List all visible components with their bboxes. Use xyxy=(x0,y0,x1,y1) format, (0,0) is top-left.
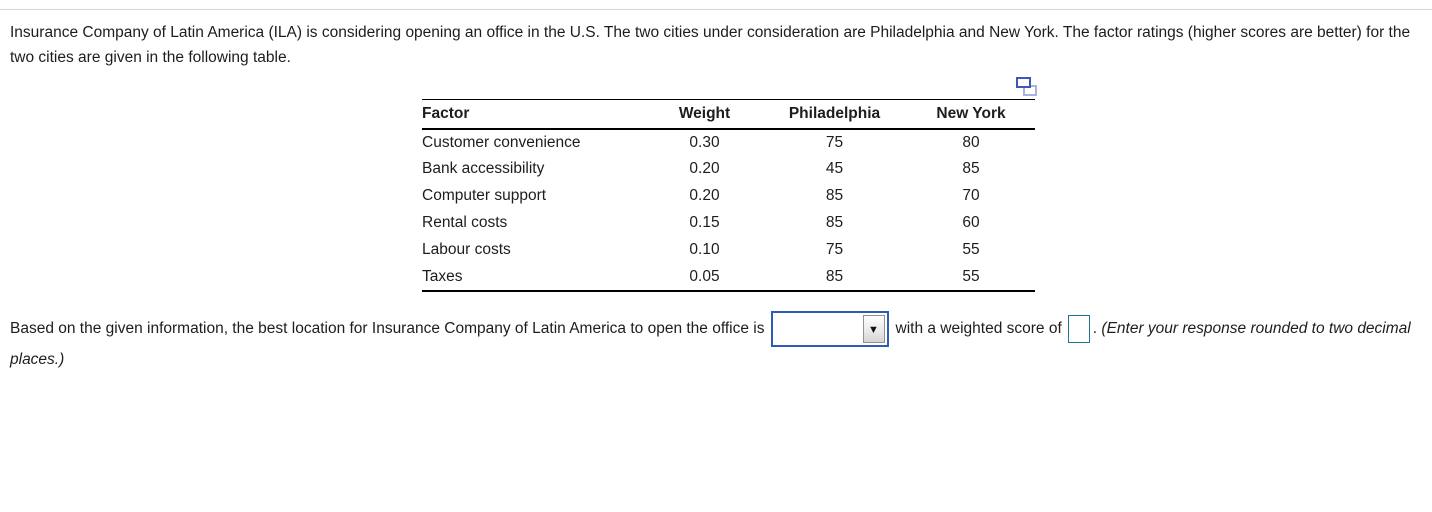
philadelphia-cell: 75 xyxy=(825,133,844,151)
factor-rating-table: Factor Weight Philadelphia New York Cust… xyxy=(422,99,1035,292)
popup-front-window-icon xyxy=(1016,77,1031,88)
new-york-cell: 80 xyxy=(962,133,980,151)
popup-table-icon[interactable] xyxy=(1016,77,1037,96)
table-header-row: Factor Weight Philadelphia New York xyxy=(422,99,1035,130)
philadelphia-cell: 45 xyxy=(825,160,844,177)
new-york-cell: 55 xyxy=(962,267,980,285)
weight-cell: 0.10 xyxy=(689,241,720,258)
philadelphia-cell: 85 xyxy=(825,187,844,204)
new-york-cell: 70 xyxy=(962,187,980,204)
weight-cell: 0.15 xyxy=(689,214,720,231)
philadelphia-cell: 85 xyxy=(825,214,844,231)
best-location-select-value xyxy=(773,313,861,345)
answer-sentence: Based on the given information, the best… xyxy=(10,311,1430,372)
problem-statement: Insurance Company of Latin America (ILA)… xyxy=(10,24,1411,66)
new-york-cell: 55 xyxy=(962,241,980,258)
factor-cell: Customer convenience xyxy=(422,133,581,151)
weighted-score-input[interactable] xyxy=(1067,315,1090,343)
top-divider xyxy=(0,9,1432,10)
table-row: Labour costs 0.10 75 55 xyxy=(422,237,1035,264)
best-location-select[interactable]: ▼ xyxy=(770,311,889,347)
factor-cell: Taxes xyxy=(422,267,463,285)
question-mid-text: with a weighted score of xyxy=(895,320,1062,338)
weight-cell: 0.20 xyxy=(689,160,720,177)
table-header-philadelphia: Philadelphia xyxy=(762,99,907,130)
table-row: Customer convenience 0.30 75 80 xyxy=(422,129,1035,156)
new-york-cell: 85 xyxy=(962,160,980,177)
philadelphia-cell: 85 xyxy=(825,267,844,285)
new-york-cell: 60 xyxy=(962,214,980,231)
philadelphia-cell: 75 xyxy=(825,241,844,258)
table-row: Computer support 0.20 85 70 xyxy=(422,183,1035,210)
table-header-factor: Factor xyxy=(422,99,647,130)
table-row: Rental costs 0.15 85 60 xyxy=(422,210,1035,237)
weight-cell: 0.20 xyxy=(689,187,720,204)
table-row: Taxes 0.05 85 55 xyxy=(422,264,1035,291)
table-header-weight: Weight xyxy=(647,99,762,130)
factor-cell: Labour costs xyxy=(422,241,511,258)
factor-cell: Bank accessibility xyxy=(422,160,545,177)
weight-cell: 0.30 xyxy=(689,133,720,151)
table-header-new-york: New York xyxy=(907,99,1035,130)
table-row: Bank accessibility 0.20 45 85 xyxy=(422,156,1035,183)
question-period: . xyxy=(1092,320,1098,338)
weight-cell: 0.05 xyxy=(689,267,720,285)
dropdown-arrow-icon[interactable]: ▼ xyxy=(862,315,885,343)
factor-cell: Rental costs xyxy=(422,214,508,231)
factor-cell: Computer support xyxy=(422,187,547,204)
rounding-instruction: (Enter your response rounded to two deci… xyxy=(10,320,1411,368)
question-lead-text: Based on the given information, the best… xyxy=(10,320,765,338)
